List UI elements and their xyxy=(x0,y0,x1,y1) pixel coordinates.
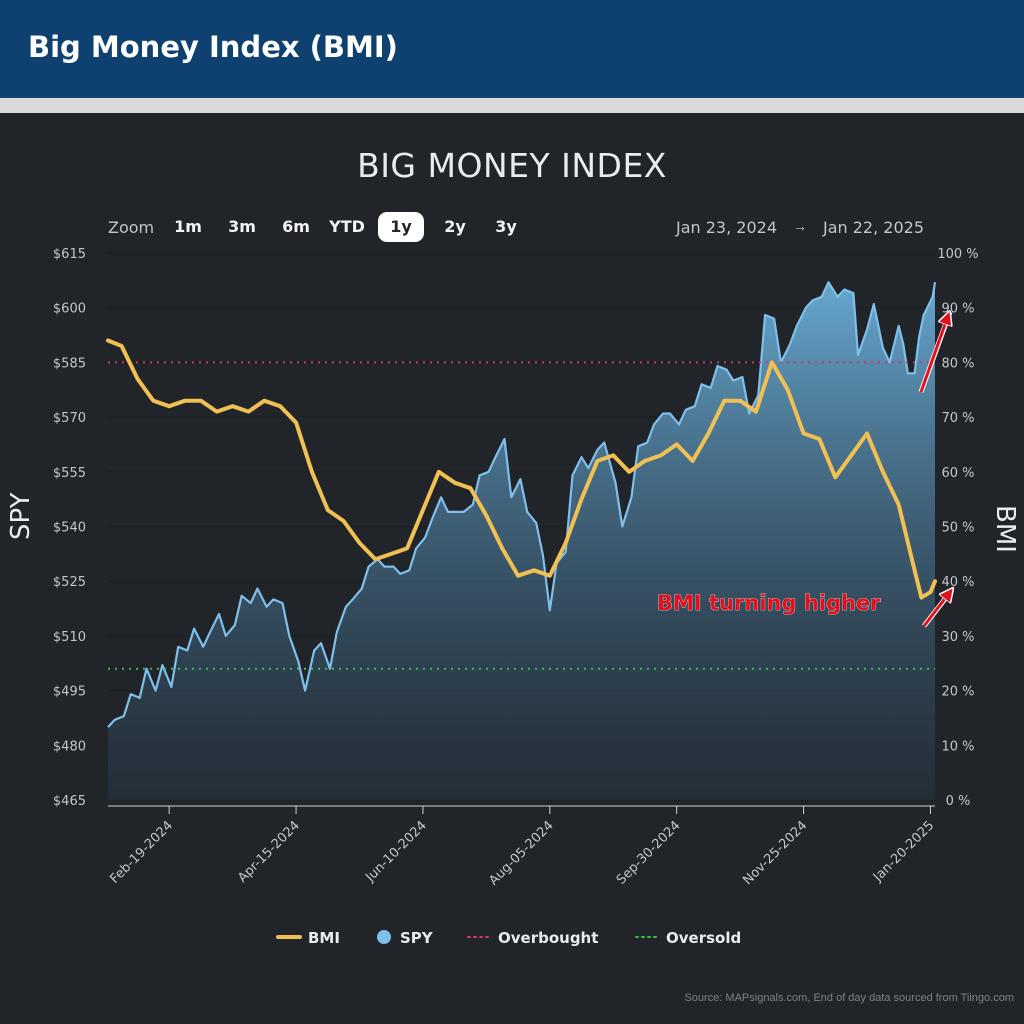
y-right-tick-label: 40 % xyxy=(941,575,974,590)
y-left-tick-label: $510 xyxy=(53,630,86,645)
y-left-tick-label: $480 xyxy=(53,739,86,754)
legend-item-oversold[interactable]: Oversold xyxy=(666,929,741,947)
y-right-tick-label: 50 % xyxy=(941,521,974,536)
zoom-button-1m[interactable]: 1m xyxy=(174,217,202,236)
x-tick-label: Nov-25-2024 xyxy=(740,818,810,888)
x-tick-label: Jan-20-2025 xyxy=(870,818,937,885)
page-title: Big Money Index (BMI) xyxy=(28,30,398,64)
annotation-text: BMI turning higher xyxy=(657,591,881,615)
range-from[interactable]: Jan 23, 2024 xyxy=(676,218,777,237)
header-bar: Big Money Index (BMI) xyxy=(0,0,1024,98)
x-tick-label: Jun-10-2024 xyxy=(362,818,429,885)
y-left-tick-label: $495 xyxy=(53,685,86,700)
spy-arrow xyxy=(919,316,948,393)
y-right-tick-label: 30 % xyxy=(941,630,974,645)
x-tick-label: Aug-05-2024 xyxy=(486,818,556,888)
bmi-line[interactable] xyxy=(106,338,937,600)
y-right-tick-label: 80 % xyxy=(941,356,974,371)
y-left-tick-label: $465 xyxy=(53,794,86,809)
source-note: Source: MAPsignals.com, End of day data … xyxy=(684,992,1014,1004)
zoom-button-3y[interactable]: 3y xyxy=(495,217,517,236)
zoom-button-6m[interactable]: 6m xyxy=(282,217,310,236)
y-right-tick-label: 10 % xyxy=(941,739,974,754)
range-arrow: → xyxy=(793,218,807,234)
y-left-tick-label: $555 xyxy=(53,466,86,481)
spy-line[interactable] xyxy=(107,281,937,728)
zoom-button-2y[interactable]: 2y xyxy=(444,217,466,236)
y-left-tick-label: $615 xyxy=(53,247,86,262)
header-divider xyxy=(0,98,1024,113)
y-left-tick-label: $540 xyxy=(53,521,86,536)
y-left-tick-label: $600 xyxy=(53,302,86,317)
x-tick-label: Apr-15-2024 xyxy=(235,818,303,886)
zoom-label: Zoom xyxy=(108,218,155,237)
y-left-tick-label: $525 xyxy=(53,575,86,590)
legend-item-spy[interactable]: SPY xyxy=(400,929,434,947)
legend-item-overbought[interactable]: Overbought xyxy=(498,929,598,947)
range-to[interactable]: Jan 22, 2025 xyxy=(823,218,924,237)
y-right-tick-label: 70 % xyxy=(941,411,974,426)
y-right-tick-label: 20 % xyxy=(941,685,974,700)
y-right-tick-label: 90 % xyxy=(941,302,974,317)
zoom-button-ytd[interactable]: YTD xyxy=(329,217,365,236)
zoom-button-3m[interactable]: 3m xyxy=(228,217,256,236)
x-tick-label: Feb-19-2024 xyxy=(107,818,176,887)
legend-item-bmi[interactable]: BMI xyxy=(308,929,340,947)
zoom-button-1y[interactable]: 1y xyxy=(378,212,424,242)
x-tick-label: Sep-30-2024 xyxy=(614,818,684,888)
bmi-arrow xyxy=(922,592,950,627)
y-right-tick-label: 60 % xyxy=(941,466,974,481)
chart-title: BIG MONEY INDEX xyxy=(357,146,667,185)
y-right-tick-label: 0 % xyxy=(946,794,971,809)
y-left-tick-label: $570 xyxy=(53,411,86,426)
y-right-tick-label: 100 % xyxy=(937,247,978,262)
spy-area xyxy=(108,282,935,800)
legend-marker-spy xyxy=(377,930,391,944)
y-left-tick-label: $585 xyxy=(53,356,86,371)
